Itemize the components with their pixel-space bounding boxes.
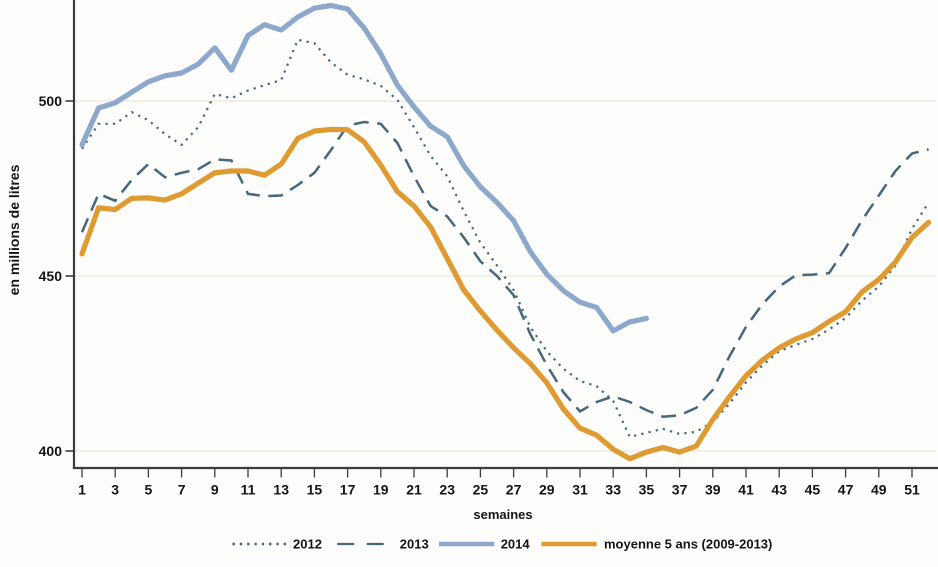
svg-text:3: 3 [111,482,119,498]
svg-text:2014: 2014 [501,537,531,552]
svg-text:35: 35 [639,482,655,498]
svg-text:13: 13 [273,482,289,498]
svg-text:31: 31 [572,482,588,498]
svg-text:2012: 2012 [293,537,322,552]
svg-text:400: 400 [39,443,63,459]
svg-text:7: 7 [178,482,186,498]
svg-text:17: 17 [340,482,356,498]
svg-text:33: 33 [605,482,621,498]
svg-text:19: 19 [373,482,389,498]
svg-text:450: 450 [39,268,63,284]
svg-text:45: 45 [805,482,821,498]
svg-text:27: 27 [506,482,522,498]
svg-text:500: 500 [39,93,63,109]
svg-text:moyenne 5 ans (2009-2013): moyenne 5 ans (2009-2013) [604,537,772,552]
svg-text:21: 21 [406,482,422,498]
svg-text:9: 9 [211,482,219,498]
svg-text:23: 23 [439,482,455,498]
svg-text:51: 51 [904,482,920,498]
svg-text:2013: 2013 [400,537,429,552]
svg-text:43: 43 [771,482,787,498]
svg-text:semaines: semaines [473,507,532,522]
svg-text:47: 47 [838,482,854,498]
svg-text:39: 39 [705,482,721,498]
svg-text:29: 29 [539,482,555,498]
svg-text:en millions de litres: en millions de litres [6,164,22,295]
svg-text:1: 1 [78,482,86,498]
svg-text:41: 41 [738,482,754,498]
svg-text:11: 11 [241,482,256,498]
svg-text:15: 15 [307,482,323,498]
svg-text:37: 37 [672,482,688,498]
svg-text:5: 5 [145,482,153,498]
svg-text:25: 25 [473,482,489,498]
svg-text:49: 49 [871,482,887,498]
